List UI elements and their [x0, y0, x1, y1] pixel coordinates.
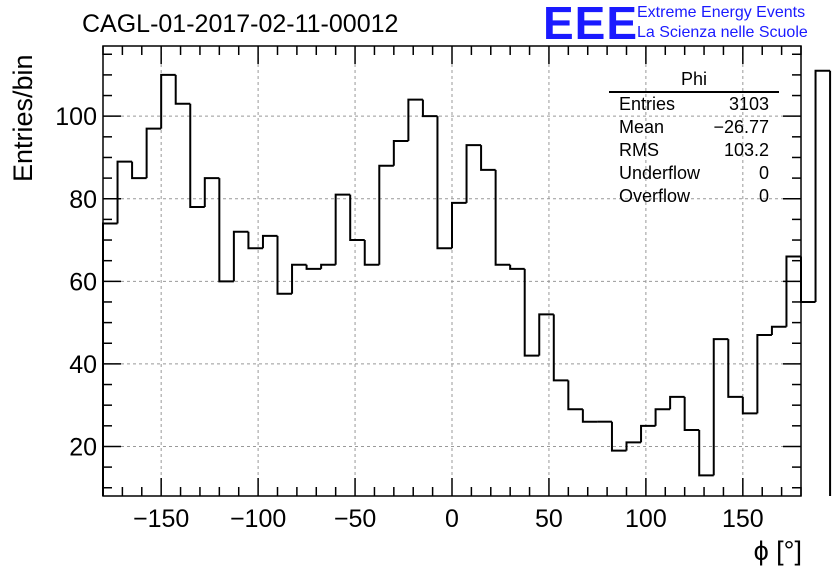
eee-logo: EEE [543, 0, 639, 49]
y-tick-label: 100 [55, 103, 97, 131]
stats-value: 103.2 [723, 140, 769, 160]
histogram-bin [712, 338, 729, 476]
stats-label: Mean [619, 117, 665, 137]
histogram-bin [421, 99, 438, 118]
histogram-bin [727, 339, 743, 398]
histogram-bin [610, 421, 627, 452]
stats-value: 3103 [728, 94, 769, 114]
histogram-bin [538, 313, 554, 356]
histogram-bin [407, 98, 423, 141]
histogram-bin [756, 333, 772, 414]
histogram-bin [465, 144, 482, 203]
histogram-bin [218, 178, 234, 283]
histogram-bin [174, 74, 191, 105]
stats-value: −26.77 [713, 117, 769, 137]
histogram-bin [102, 222, 118, 496]
histogram-bin [291, 263, 307, 294]
stats-label: Entries [619, 94, 676, 114]
histogram-bin [800, 256, 816, 303]
stats-row-mean: Mean −26.77 [609, 116, 779, 139]
y-tick-label: 80 [69, 186, 97, 214]
y-tick-label: 20 [69, 433, 97, 461]
x-tick-label: 100 [625, 505, 667, 533]
stats-row-overflow: Overflow 0 [609, 185, 779, 208]
stats-value: 0 [758, 163, 769, 183]
logo-caption: Extreme Energy Events La Scienza nelle S… [637, 3, 808, 43]
histogram-bin [785, 255, 801, 327]
histogram-bin [654, 408, 671, 426]
histogram-bin [683, 396, 700, 431]
logo-caption-line2: La Scienza nelle Scuole [637, 24, 808, 41]
histogram-bin [131, 161, 147, 180]
stats-label: RMS [619, 140, 659, 160]
histogram-bin [480, 145, 496, 171]
stats-row-entries: Entries 3103 [609, 93, 779, 116]
run-title: CAGL-01-2017-02-11-00012 [82, 10, 399, 38]
x-axis-label: ϕ [°] [753, 536, 802, 566]
x-tick-label: −100 [230, 505, 286, 533]
histogram-bin [436, 116, 452, 250]
histogram-bin [640, 424, 656, 443]
x-tick-label: 50 [535, 505, 563, 533]
histogram-bin [451, 201, 467, 249]
histogram-bin [189, 103, 205, 209]
x-tick-label: 150 [722, 505, 764, 533]
histogram-bin [509, 264, 525, 270]
histogram-bin [363, 240, 380, 266]
histogram-bin [232, 230, 249, 282]
histogram-bin [378, 164, 394, 265]
histogram-bin [160, 73, 176, 129]
histogram-bin [305, 264, 322, 270]
histogram-bin [334, 193, 351, 265]
histogram-bin [261, 234, 278, 249]
x-tick-label: 0 [445, 505, 459, 533]
logo-caption-line1: Extreme Energy Events [637, 4, 806, 21]
histogram-bin [581, 409, 598, 423]
histogram-bin [523, 268, 540, 357]
histogram-bin [320, 263, 336, 269]
histogram-bin [814, 69, 831, 302]
stats-box: Phi Entries 3103 Mean −26.77 RMS 103.2 U… [609, 69, 779, 208]
histogram-bin [770, 325, 787, 335]
stats-value: 0 [758, 186, 769, 206]
y-tick-label: 40 [69, 351, 97, 379]
stats-label: Underflow [619, 163, 701, 183]
histogram-bin [203, 177, 220, 208]
histogram-bin [552, 314, 569, 382]
stats-title: Phi [609, 69, 779, 93]
histogram-bin [145, 127, 162, 179]
histogram-bin [392, 139, 409, 166]
histogram-bin [247, 231, 263, 250]
stats-row-underflow: Underflow 0 [609, 162, 779, 185]
histogram-bin [625, 441, 642, 451]
histogram-bin [349, 194, 365, 242]
histogram-bin [567, 380, 583, 411]
histogram-bin [698, 429, 714, 477]
stats-row-rms: RMS 103.2 [609, 139, 779, 162]
x-tick-label: −50 [334, 505, 376, 533]
x-tick-label: −150 [133, 505, 189, 533]
y-axis-label: Entries/bin [8, 54, 38, 182]
stats-label: Overflow [619, 186, 691, 206]
histogram-bin [116, 160, 133, 224]
histogram-bin [741, 396, 758, 415]
histogram-bin [494, 169, 511, 266]
histogram-bin [669, 395, 685, 410]
histogram-bin [276, 235, 293, 295]
y-tick-label: 60 [69, 268, 97, 296]
